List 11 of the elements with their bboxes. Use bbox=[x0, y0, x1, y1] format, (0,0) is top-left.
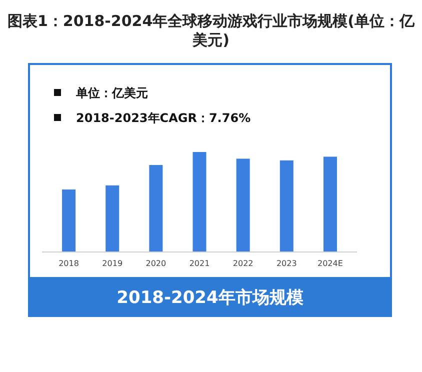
x-tick-label: 2018 bbox=[58, 259, 79, 268]
x-tick-label: 2022 bbox=[232, 259, 254, 268]
x-tick-label: 2021 bbox=[189, 259, 210, 268]
text: 2018-2023年CAGR：7.76% bbox=[76, 111, 251, 125]
x-tick-label: 2023 bbox=[276, 259, 297, 268]
x-tick-label: 2024E bbox=[318, 259, 343, 268]
text: 2018-2024年市场规模 bbox=[116, 288, 304, 308]
text: 单位：亿美元 bbox=[75, 86, 148, 100]
x-tick-label: 2020 bbox=[146, 259, 166, 268]
title: 图表1：2018-2024年全球移动游戏行业市场规模(单位：亿美元) bbox=[8, 12, 414, 49]
x-tick-label: 2019 bbox=[102, 259, 123, 268]
